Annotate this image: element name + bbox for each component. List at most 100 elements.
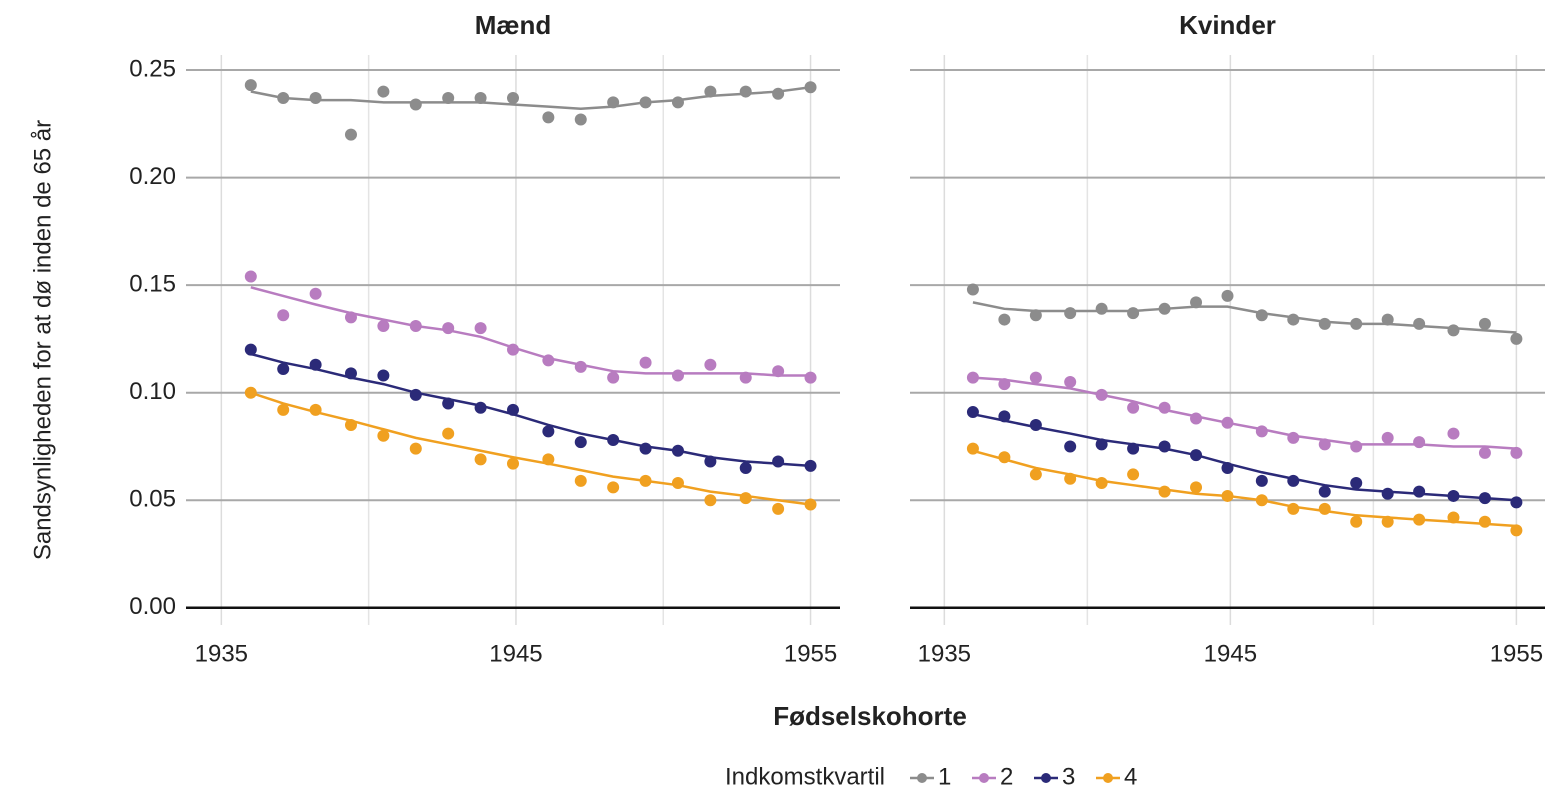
data-point [1350, 317, 1363, 330]
y-tick-label: 0.25 [129, 55, 176, 82]
data-point [704, 494, 717, 507]
data-point [377, 85, 390, 98]
data-point [344, 418, 357, 431]
data-point [1127, 401, 1140, 414]
data-point [1478, 317, 1491, 330]
trend-line [972, 376, 1517, 450]
x-tick-label: 1945 [489, 640, 542, 667]
data-point [1221, 289, 1234, 302]
data-point [1095, 302, 1108, 315]
data-point [772, 455, 785, 468]
data-point [474, 322, 487, 335]
data-point [1221, 416, 1234, 429]
data-point [1510, 446, 1523, 459]
data-point [507, 343, 519, 356]
x-tick-label: 1935 [195, 640, 248, 667]
legend-label: 1 [938, 763, 951, 790]
data-point [1510, 524, 1523, 537]
data-point [804, 81, 817, 94]
data-point [1158, 440, 1171, 453]
data-point [739, 492, 752, 505]
panel-title: Mænd [475, 10, 552, 40]
legend-marker [1041, 773, 1051, 783]
data-point [1447, 324, 1460, 337]
data-point [607, 481, 620, 494]
legend-label: 2 [1000, 763, 1013, 790]
x-tick-label: 1945 [1204, 640, 1257, 667]
data-point [1029, 371, 1042, 384]
data-point [309, 358, 322, 371]
data-point [607, 371, 620, 384]
panel-title: Kvinder [1179, 10, 1276, 40]
data-point [998, 451, 1011, 464]
trend-line [972, 412, 1517, 502]
data-point [1413, 513, 1426, 526]
data-point [1318, 502, 1331, 515]
data-point [344, 311, 357, 324]
data-point [1287, 313, 1300, 326]
data-point [507, 403, 519, 416]
x-tick-label: 1955 [1490, 640, 1543, 667]
data-point [1510, 332, 1523, 345]
data-point [704, 85, 717, 98]
data-point [309, 287, 322, 300]
data-point [639, 96, 652, 109]
data-point [277, 403, 290, 416]
data-point [671, 477, 684, 490]
data-point [1413, 485, 1426, 498]
data-point [998, 378, 1011, 391]
data-point [277, 309, 290, 322]
data-point [607, 434, 620, 447]
data-point [804, 498, 817, 511]
data-point [1095, 477, 1108, 490]
data-point [739, 461, 752, 474]
legend-marker [917, 773, 927, 783]
data-point [966, 442, 979, 455]
trend-line [972, 301, 1517, 334]
data-point [1287, 431, 1300, 444]
data-point [772, 87, 785, 100]
data-point [1318, 438, 1331, 451]
y-tick-label: 0.10 [129, 378, 176, 405]
data-point [1255, 474, 1268, 487]
data-point [639, 442, 652, 455]
data-point [1447, 511, 1460, 524]
data-point [739, 85, 752, 98]
data-point [1510, 496, 1523, 509]
data-point [474, 92, 487, 105]
data-point [639, 356, 652, 369]
data-point [1413, 436, 1426, 449]
data-point [1095, 388, 1108, 401]
legend-marker [979, 773, 989, 783]
data-point [1287, 502, 1300, 515]
data-point [1127, 442, 1140, 455]
data-point [574, 113, 587, 126]
data-point [607, 96, 620, 109]
data-point [442, 322, 455, 335]
data-point [1064, 307, 1077, 320]
y-tick-label: 0.15 [129, 270, 176, 297]
data-point [704, 455, 717, 468]
data-point [574, 436, 587, 449]
y-axis-label: Sandsynligheden for at dø inden de 65 år [29, 120, 56, 560]
trend-line [250, 391, 811, 506]
data-point [344, 367, 357, 380]
data-point [409, 320, 422, 333]
data-point [244, 79, 257, 92]
data-point [1064, 440, 1077, 453]
data-point [1447, 489, 1460, 502]
data-point [244, 270, 257, 283]
data-point [507, 457, 519, 470]
data-point [639, 474, 652, 487]
data-point [1413, 317, 1426, 330]
data-point [1029, 418, 1042, 431]
data-point [1255, 309, 1268, 322]
data-point [1381, 313, 1394, 326]
data-point [671, 96, 684, 109]
data-point [1478, 515, 1491, 528]
data-point [277, 92, 290, 105]
trend-line [250, 286, 811, 377]
legend-title: Indkomstkvartil [725, 763, 885, 790]
legend-label: 3 [1062, 763, 1075, 790]
data-point [1350, 477, 1363, 490]
